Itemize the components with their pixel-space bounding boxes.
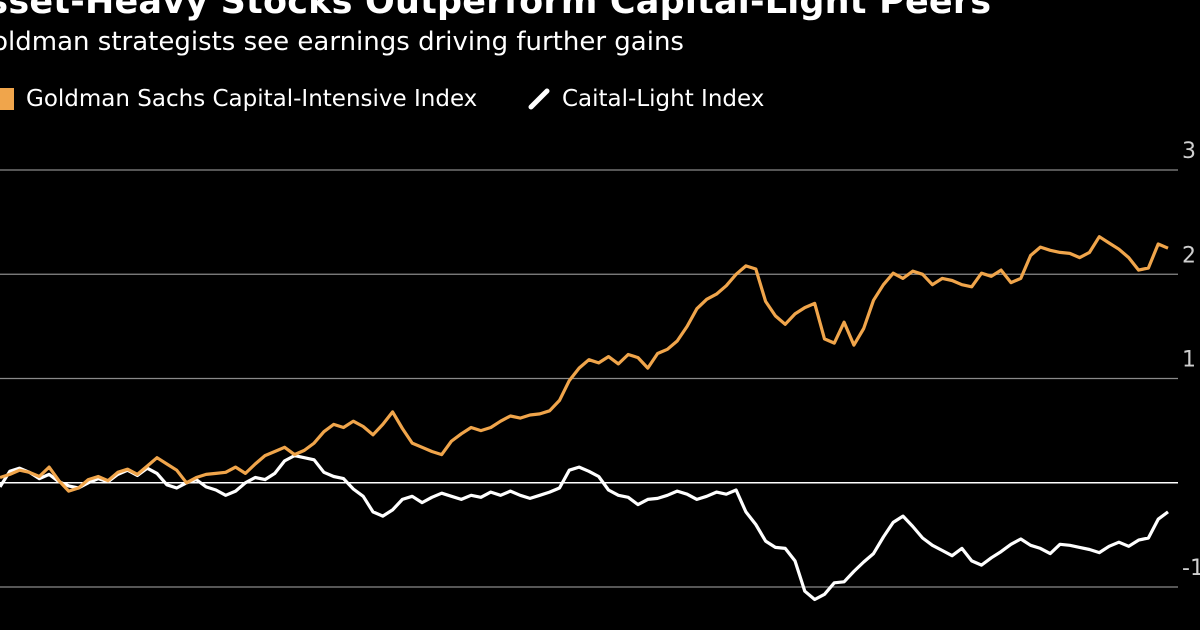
chart-title: Asset-Heavy Stocks Outperform Capital-Li… xyxy=(0,0,992,22)
series-line-capital-light xyxy=(0,454,1169,602)
legend-swatch-capital-light-icon xyxy=(528,88,550,110)
legend-label-capital-light: Caital-Light Index xyxy=(562,86,765,112)
legend-item-capital-intensive: Goldman Sachs Capital-Intensive Index xyxy=(0,86,477,112)
series-line-capital-intensive xyxy=(0,235,1169,493)
y-tick-label: 2 xyxy=(1182,243,1196,268)
y-tick-label: 1 xyxy=(1182,348,1196,373)
chart-subtitle: Goldman strategists see earnings driving… xyxy=(0,27,684,57)
y-tick-label: -1 xyxy=(1182,556,1200,581)
legend-swatch-capital-intensive-icon xyxy=(0,88,14,110)
legend-label-capital-intensive: Goldman Sachs Capital-Intensive Index xyxy=(26,86,478,112)
y-tick-label: 3 xyxy=(1182,139,1196,164)
legend-item-capital-light: Caital-Light Index xyxy=(528,86,764,112)
